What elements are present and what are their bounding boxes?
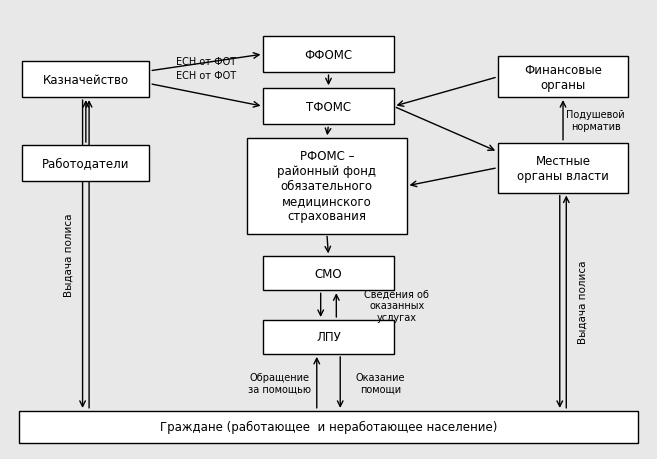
FancyBboxPatch shape — [263, 89, 394, 125]
FancyBboxPatch shape — [498, 143, 628, 193]
FancyBboxPatch shape — [263, 320, 394, 354]
Text: РФОМС –
районный фонд
обязательного
медицинского
страхования: РФОМС – районный фонд обязательного меди… — [277, 150, 376, 223]
Text: Местные
органы власти: Местные органы власти — [517, 154, 609, 182]
FancyBboxPatch shape — [263, 257, 394, 291]
Text: Граждане (работающее  и неработающее население): Граждане (работающее и неработающее насе… — [160, 420, 497, 433]
FancyBboxPatch shape — [498, 57, 628, 98]
Text: ЕСН от ФОТ: ЕСН от ФОТ — [176, 57, 237, 67]
Text: Казначейство: Казначейство — [43, 73, 129, 86]
Text: Финансовые
органы: Финансовые органы — [524, 64, 602, 91]
Text: Работодатели: Работодатели — [42, 157, 129, 170]
Text: ЛПУ: ЛПУ — [316, 331, 341, 344]
FancyBboxPatch shape — [263, 37, 394, 73]
Text: Подушевой
норматив: Подушевой норматив — [566, 110, 625, 131]
Text: ФФОМС: ФФОМС — [304, 49, 353, 62]
Text: Обращение
за помощью: Обращение за помощью — [248, 372, 311, 393]
FancyBboxPatch shape — [22, 62, 149, 98]
Text: Выдача полиса: Выдача полиса — [578, 260, 587, 344]
Text: СМО: СМО — [315, 267, 342, 280]
Text: Выдача полиса: Выдача полиса — [63, 213, 73, 296]
FancyBboxPatch shape — [22, 146, 149, 182]
Text: Оказание
помощи: Оказание помощи — [356, 372, 405, 393]
Text: ЕСН от ФОТ: ЕСН от ФОТ — [176, 71, 237, 81]
FancyBboxPatch shape — [247, 139, 407, 234]
Text: ТФОМС: ТФОМС — [306, 101, 351, 113]
Text: Сведения об
оказанных
услугах: Сведения об оказанных услугах — [365, 289, 429, 322]
FancyBboxPatch shape — [19, 411, 638, 442]
